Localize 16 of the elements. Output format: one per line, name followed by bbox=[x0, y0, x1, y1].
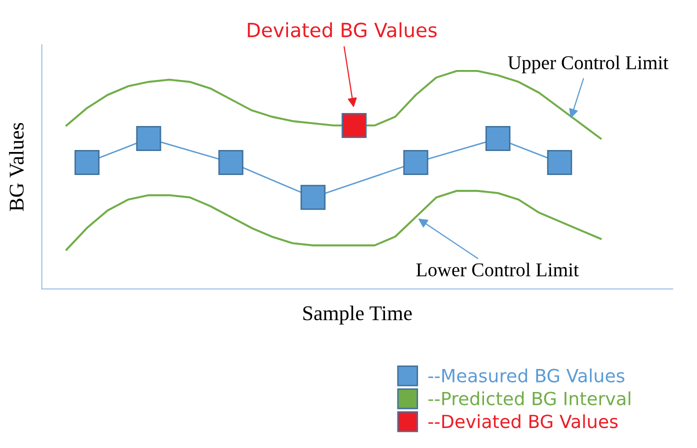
y-axis-title: BG Values bbox=[9, 122, 24, 211]
annotation: Lower Control Limit bbox=[416, 262, 579, 276]
point bbox=[218, 150, 244, 176]
text: Deviated BG Values bbox=[248, 22, 437, 38]
legend-label: --Predicted BG Interval bbox=[428, 391, 630, 406]
point bbox=[74, 150, 100, 176]
x-axis-title: Sample Time bbox=[303, 306, 412, 325]
point bbox=[485, 126, 510, 152]
point bbox=[136, 126, 162, 152]
legend-label: --Deviated BG Values bbox=[428, 414, 618, 428]
point bbox=[403, 150, 428, 176]
point bbox=[547, 150, 572, 176]
annotation: Upper Control Limit bbox=[508, 56, 668, 74]
legend-label: --Measured BG Values bbox=[428, 368, 624, 382]
point bbox=[342, 112, 367, 138]
point bbox=[300, 184, 326, 210]
